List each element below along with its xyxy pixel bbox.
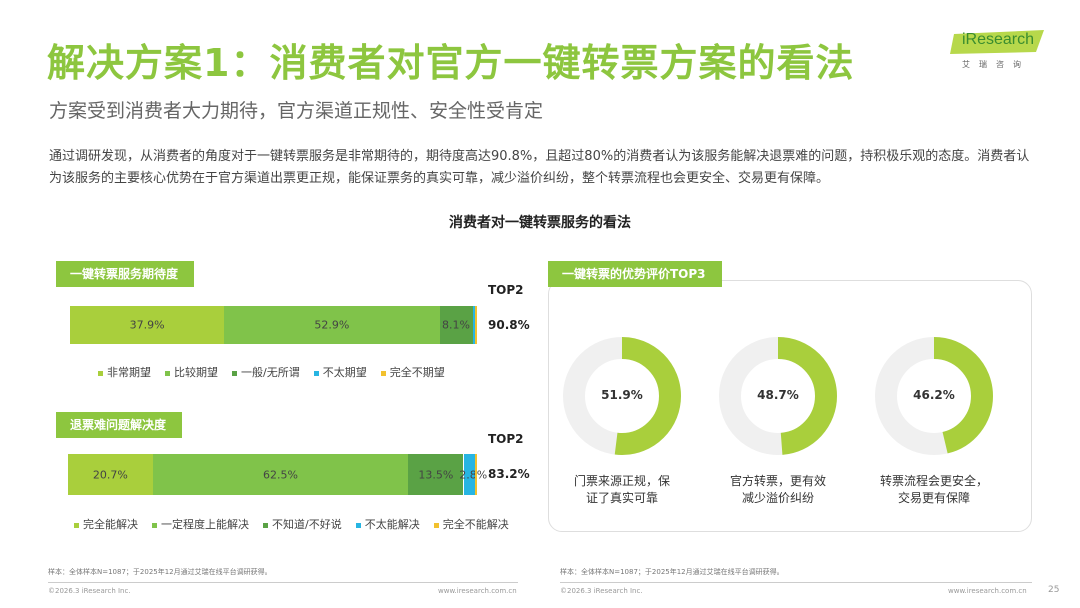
copyright-right: ©2026.3 iResearch Inc. <box>560 587 643 595</box>
intro-paragraph: 通过调研发现，从消费者的角度对于一键转票服务是非常期待的，期待度高达90.8%，… <box>49 149 1030 186</box>
resolution-legend-label: 一定程度上能解决 <box>161 518 249 531</box>
copyright-left: ©2026.3 iResearch Inc. <box>48 587 131 595</box>
expectation-legend-label: 不太期望 <box>322 366 367 379</box>
donut-slice <box>719 337 837 455</box>
page-title: 解决方案1：消费者对官方一键转票方案的看法 <box>47 41 855 85</box>
footnote-right: 样本：全体样本N=1087；于2025年12月通过艾瑞在线平台调研获得。 <box>560 568 784 576</box>
expectation-section-tag: 一键转票服务期待度 <box>56 261 195 287</box>
expectation-legend-item: 非常期望 <box>98 366 151 379</box>
resolution-legend-item: 完全不能解决 <box>433 518 509 531</box>
expectation-legend-swatch <box>380 370 386 376</box>
donut-caption-line: 交易更有保障 <box>897 491 970 505</box>
iresearch-logo-icon <box>950 30 1044 54</box>
donut-chart <box>563 337 681 455</box>
resolution-legend-item: 完全能解决 <box>74 518 138 531</box>
expectation-top2-label: TOP2 <box>488 283 524 297</box>
resolution-legend-label: 不太能解决 <box>364 518 420 531</box>
advantage-donuts: 51.9% 门票来源正规，保 证了真实可靠 48.7% 官方转票，更有效 减少溢价纠纷 46… <box>548 280 1032 532</box>
url-right: www.iresearch.com.cn <box>948 587 1027 595</box>
expectation-bar-segment <box>439 306 473 344</box>
expectation-bar-label: 52.9% <box>314 318 350 332</box>
expectation-stacked-bar: 37.9% 52.9% 8.1% <box>70 306 477 344</box>
resolution-bar-label: 62.5% <box>262 468 298 481</box>
expectation-legend-item: 一般/无所谓 <box>232 366 300 379</box>
advantage-section-tag: 一键转票的优势评价TOP3 <box>548 261 722 287</box>
page-subtitle: 方案受到消费者大力期待，官方渠道正规性、安全性受肯定 <box>49 100 544 122</box>
resolution-bar-segment <box>463 454 475 495</box>
resolution-bar-segment <box>68 454 153 495</box>
expectation-bar-segment <box>472 306 476 344</box>
resolution-legend: 完全能解决 一定程度上能解决 不知道/不好说 不太能解决 完全不能解决 <box>74 516 523 532</box>
resolution-bar-segment <box>152 454 409 495</box>
resolution-legend-swatch <box>74 522 79 528</box>
resolution-legend-item: 一定程度上能解决 <box>152 518 249 531</box>
expectation-legend-swatch <box>313 370 319 376</box>
expectation-legend-swatch <box>98 370 103 376</box>
footer-divider-right <box>560 582 1032 583</box>
expectation-bar-segment <box>224 306 440 344</box>
resolution-bar-segment <box>408 454 464 495</box>
resolution-stacked-bar: 20.7% 62.5% 13.5% 2.8% <box>68 454 487 495</box>
resolution-top2-value: 83.2% <box>488 467 530 481</box>
chart-title: 消费者对一键转票服务的看法 <box>449 215 631 231</box>
donut-caption-line: 转票流程会更安全， <box>879 474 988 488</box>
donut-slice <box>563 337 681 455</box>
expectation-legend-label: 比较期望 <box>174 366 218 379</box>
footnote-left: 样本：全体样本N=1087；于2025年12月通过艾瑞在线平台调研获得。 <box>48 568 272 576</box>
logo-wordmark: iResearch <box>962 31 1035 48</box>
expectation-legend-label: 非常期望 <box>107 366 151 379</box>
donut-value-label: 46.2% <box>913 388 955 402</box>
donut-value-label: 48.7% <box>757 388 799 402</box>
advantage-panel <box>548 280 1032 532</box>
expectation-bar-segment <box>70 306 225 344</box>
resolution-legend-label: 完全不能解决 <box>442 518 509 531</box>
donut-caption: 转票流程会更安全， 交易更有保障 <box>864 473 1004 507</box>
resolution-legend-swatch <box>152 522 157 528</box>
expectation-legend-item: 完全不期望 <box>380 366 445 379</box>
expectation-legend-item: 比较期望 <box>165 366 218 379</box>
expectation-legend-item: 不太期望 <box>313 366 367 379</box>
resolution-bar-label: 13.5% <box>418 468 454 481</box>
expectation-top2-value: 90.8% <box>488 318 530 332</box>
expectation-legend: 非常期望 比较期望 一般/无所谓 不太期望 完全不期望 <box>98 364 459 380</box>
donut-caption-line: 证了真实可靠 <box>585 491 658 505</box>
donut-chart <box>719 337 837 455</box>
donut-slice <box>875 337 993 455</box>
expectation-legend-swatch <box>165 370 170 376</box>
footer-divider-left <box>48 582 518 583</box>
resolution-legend-label: 不知道/不好说 <box>272 518 342 531</box>
resolution-legend-item: 不太能解决 <box>355 518 420 531</box>
resolution-legend-swatch <box>263 522 268 528</box>
donut-caption: 官方转票，更有效 减少溢价纠纷 <box>708 473 848 507</box>
expectation-legend-swatch <box>232 370 237 376</box>
donut-value-label: 51.9% <box>601 388 643 402</box>
resolution-bar-label: 20.7% <box>92 468 128 481</box>
resolution-bar-segment <box>474 454 477 495</box>
donut-caption-line: 官方转票，更有效 <box>729 474 826 488</box>
resolution-legend-item: 不知道/不好说 <box>263 518 342 531</box>
resolution-bar-label: 2.8% <box>459 468 488 481</box>
donut-caption: 门票来源正规，保 证了真实可靠 <box>552 473 692 507</box>
resolution-top2-label: TOP2 <box>488 432 524 446</box>
expectation-bar-segment <box>475 306 477 344</box>
donut-caption-line: 门票来源正规，保 <box>573 474 670 488</box>
url-left: www.iresearch.com.cn <box>438 587 517 595</box>
resolution-section-tag: 退票难问题解决度 <box>56 412 183 438</box>
resolution-legend-swatch <box>433 522 439 528</box>
expectation-legend-label: 一般/无所谓 <box>241 366 300 379</box>
expectation-bar-label: 8.1% <box>442 318 471 332</box>
logo-subtitle: 艾瑞咨询 <box>962 60 1030 69</box>
donut-chart <box>875 337 993 455</box>
resolution-legend-swatch <box>355 522 361 528</box>
expectation-legend-label: 完全不期望 <box>389 366 445 379</box>
resolution-legend-label: 完全能解决 <box>83 518 138 531</box>
page-number: 25 <box>1048 585 1060 595</box>
expectation-bar-label: 37.9% <box>129 318 165 332</box>
donut-caption-line: 减少溢价纠纷 <box>741 491 814 505</box>
